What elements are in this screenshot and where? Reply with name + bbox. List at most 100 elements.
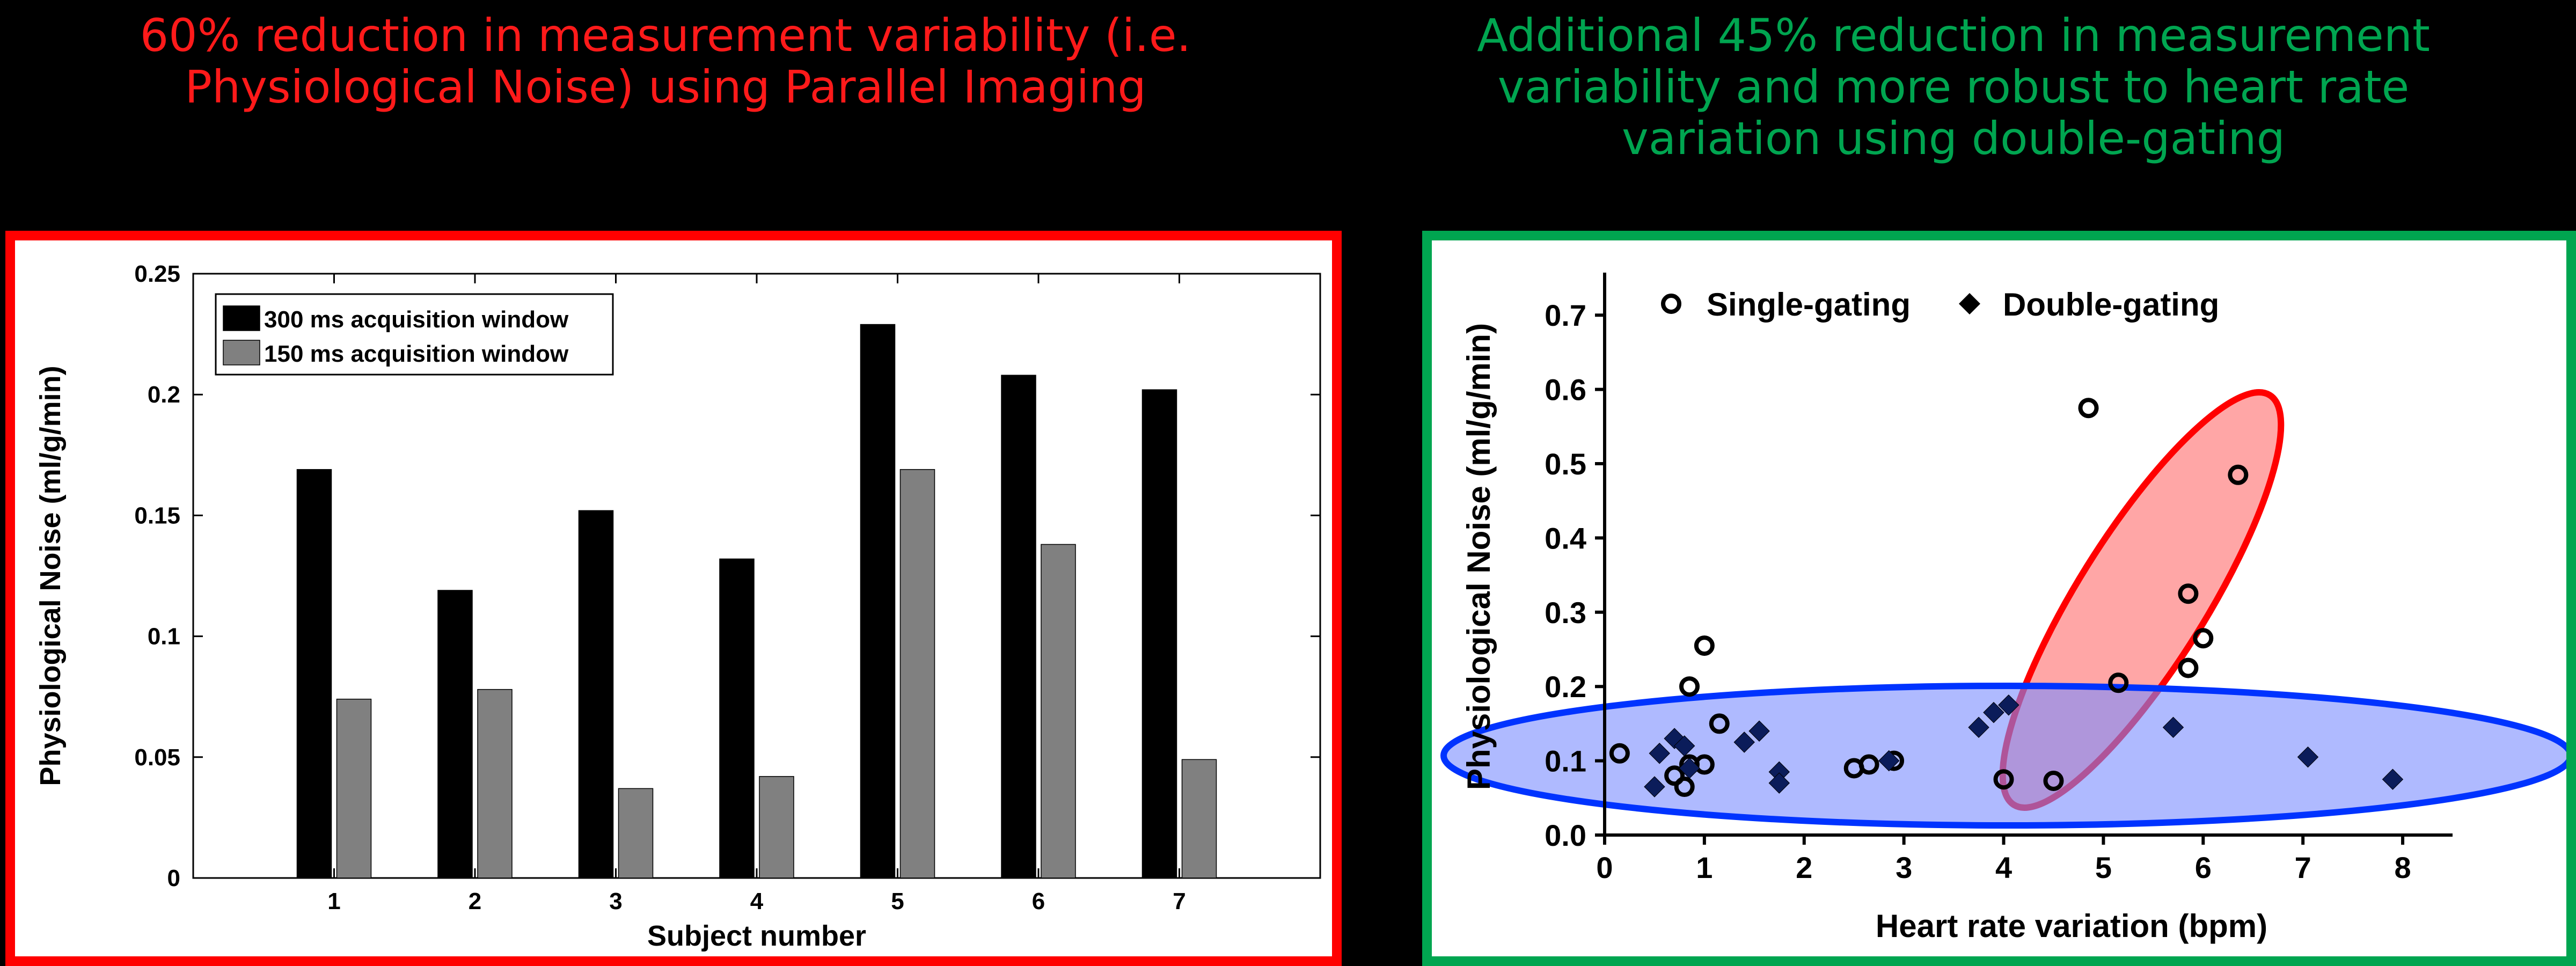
right-headline-line-3: variation using double-gating <box>1622 112 2285 165</box>
y-tick-label: 0.4 <box>1545 521 1586 555</box>
bar <box>1041 544 1076 879</box>
double-gating-point <box>2162 716 2184 738</box>
bar <box>477 689 513 879</box>
x-tick-label: 0 <box>1596 851 1613 884</box>
x-tick-label: 1 <box>327 888 340 914</box>
y-tick-label: 0.2 <box>1545 670 1586 704</box>
single-gating-point <box>2078 398 2099 419</box>
single-gating-point <box>1694 635 1715 656</box>
double-gating-point <box>1664 728 1685 749</box>
x-tick-label: 5 <box>2095 851 2112 884</box>
left-headline-line-1: 60% reduction in measurement variability… <box>140 9 1191 62</box>
y-tick-label: 0.25 <box>134 261 180 287</box>
x-axis-label: Subject number <box>647 920 866 952</box>
single-gating-point <box>1993 769 2014 790</box>
legend-swatch <box>223 305 260 331</box>
x-tick-label: 4 <box>1995 851 2012 884</box>
blue-ellipse <box>1440 683 2566 829</box>
scatter-chart-panel: 0.0 0.1 0.2 0.3 0.4 0.5 0.6 0.7 0 1 2 3 4 5 6 7 8 Single-… <box>1422 231 2576 966</box>
y-tick-label: 0.15 <box>134 502 180 529</box>
single-gating-point <box>1858 754 1879 775</box>
y-tick-label: 0.3 <box>1545 596 1586 630</box>
single-gating-point <box>1709 713 1730 734</box>
bar <box>296 469 332 879</box>
y-axis-label: Physiological Noise (ml/g/min) <box>1461 323 1497 790</box>
x-tick-label: 8 <box>2394 851 2411 884</box>
single-gating-point <box>2108 672 2129 693</box>
double-gating-point <box>1983 701 2004 723</box>
legend-box <box>215 293 614 376</box>
x-axis-label: Heart rate variation (bpm) <box>1876 908 2267 944</box>
x-tick-label: 4 <box>750 888 764 914</box>
double-gating-point <box>1748 720 1770 742</box>
double-gating-point <box>1878 750 1900 772</box>
bar <box>437 590 473 879</box>
bar <box>336 698 372 879</box>
legend-label-double: Double-gating <box>2003 287 2219 323</box>
right-headline-line-2: variability and more robust to heart rat… <box>1497 61 2410 113</box>
bar <box>1181 759 1217 879</box>
double-gating-point <box>2297 746 2319 768</box>
y-tick-label: 0.7 <box>1545 298 1586 332</box>
single-gating-point <box>1679 676 1700 697</box>
legend-label: 300 ms acquisition window <box>264 306 569 333</box>
x-tick-label: 7 <box>1173 888 1185 914</box>
x-tick-label: 5 <box>891 888 904 914</box>
x-tick-label: 6 <box>1032 888 1045 914</box>
legend-marker-single <box>1661 294 1681 314</box>
legend-marker-double <box>1959 293 1980 314</box>
double-gating-point <box>1968 716 1989 738</box>
scatter-chart: 0.0 0.1 0.2 0.3 0.4 0.5 0.6 0.7 0 1 2 3 4 5 6 7 8 Single-… <box>1440 273 2566 944</box>
double-gating-point <box>1679 757 1700 779</box>
bar-chart-panel: 0 0.05 0.1 0.15 0.2 0.25 1 2 3 4 5 6 7 300 ms acquisi… <box>5 231 1342 966</box>
y-tick-label: 0 <box>167 865 180 891</box>
single-gating-point <box>2043 770 2064 791</box>
single-gating-point <box>1674 777 1695 797</box>
single-gating-point <box>1609 743 1630 764</box>
bar <box>618 788 654 879</box>
double-gating-point <box>1768 772 1790 794</box>
double-gating-point <box>1644 776 1665 797</box>
x-tick-label: 2 <box>1796 851 1812 884</box>
y-axis-label: Physiological Noise (ml/g/min) <box>34 365 67 786</box>
x-tick-label: 3 <box>609 888 622 914</box>
legend-swatch <box>223 340 260 365</box>
double-gating-point <box>2382 769 2404 790</box>
x-tick-label: 1 <box>1696 851 1713 884</box>
x-tick-label: 2 <box>469 888 481 914</box>
double-gating-point <box>1649 743 1670 764</box>
x-tick-label: 6 <box>2195 851 2212 884</box>
y-tick-label: 0.0 <box>1545 818 1586 852</box>
legend-label-single: Single-gating <box>1707 287 1911 323</box>
y-tick-label: 0.6 <box>1545 373 1586 407</box>
y-tick-label: 0.1 <box>148 624 180 650</box>
y-tick-label: 0.5 <box>1545 447 1586 481</box>
single-gating-point <box>2178 657 2199 678</box>
right-headline: Additional 45% reduction in measurement … <box>1331 10 2576 164</box>
bar <box>899 469 935 879</box>
bar-chart: 0 0.05 0.1 0.15 0.2 0.25 1 2 3 4 5 6 7 300 ms acquisi… <box>34 261 1321 952</box>
bar <box>578 510 614 879</box>
single-gating-point <box>1664 765 1685 786</box>
x-tick-label: 3 <box>1896 851 1912 884</box>
single-gating-point <box>2228 464 2249 485</box>
bar <box>860 324 896 879</box>
left-headline-line-2: Physiological Noise) using Parallel Imag… <box>185 61 1146 113</box>
double-gating-point <box>1998 694 2019 716</box>
bar <box>719 558 755 879</box>
bar <box>759 776 794 879</box>
bar <box>1001 375 1036 879</box>
x-tick-label: 7 <box>2295 851 2311 884</box>
y-tick-label: 0.1 <box>1545 744 1586 778</box>
y-tick-label: 0.05 <box>134 744 180 771</box>
y-tick-label: 0.2 <box>148 382 180 408</box>
single-gating-point <box>2193 628 2214 649</box>
single-gating-point <box>1694 754 1715 775</box>
double-gating-point <box>1733 731 1755 753</box>
bar <box>1141 389 1177 879</box>
right-headline-line-1: Additional 45% reduction in measurement <box>1477 9 2430 62</box>
legend-label: 150 ms acquisition window <box>264 341 569 367</box>
single-gating-point <box>2178 583 2199 604</box>
double-gating-point <box>1673 735 1695 757</box>
left-headline: 60% reduction in measurement variability… <box>0 10 1331 113</box>
